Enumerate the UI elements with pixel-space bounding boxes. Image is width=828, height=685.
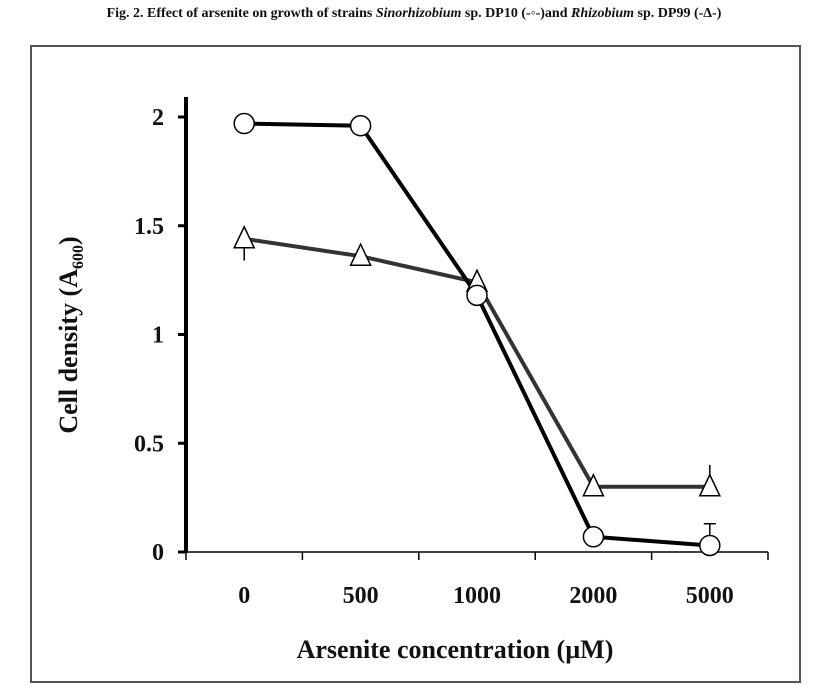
x-axis-title: Arsenite concentration (µM) bbox=[297, 635, 614, 664]
caption-species-1: Sinorhizobium bbox=[375, 6, 462, 21]
data-point-triangle bbox=[582, 473, 605, 497]
data-point-triangle bbox=[349, 242, 372, 266]
x-tick-label: 2000 bbox=[569, 583, 617, 609]
y-axis-title-subscript: 600 bbox=[70, 245, 87, 269]
y-tick-label: 0 bbox=[152, 540, 164, 566]
figure-frame bbox=[30, 45, 801, 683]
x-tick-label: 5000 bbox=[686, 583, 734, 609]
figure-caption: Fig. 2. Effect of arsenite on growth of … bbox=[0, 6, 828, 22]
data-point-circle bbox=[233, 112, 255, 135]
data-point-circle bbox=[349, 114, 372, 137]
y-tick-label: 2 bbox=[152, 105, 164, 131]
x-tick-label: 1000 bbox=[453, 583, 501, 609]
y-axis-title-main: Cell density (A bbox=[54, 269, 83, 434]
caption-species-2: Rhizobium bbox=[571, 6, 635, 21]
series-layer bbox=[233, 112, 721, 557]
y-tick-label: 1 bbox=[152, 323, 164, 349]
series-line-dp10 bbox=[244, 121, 710, 548]
caption-text: Fig. 2. Effect of arsenite on growth of … bbox=[106, 6, 376, 21]
data-point-triangle bbox=[233, 225, 256, 249]
y-axis-title: Cell density (A600) bbox=[54, 236, 87, 433]
data-point-circle bbox=[582, 526, 605, 548]
data-point-triangle bbox=[698, 473, 721, 497]
axes: 0 0.5 1 1.5 2 0 500 1000 2000 5000 bbox=[134, 97, 769, 609]
y-axis-title-end: ) bbox=[54, 236, 83, 245]
y-tick-label: 0.5 bbox=[134, 431, 164, 457]
caption-text-3: sp. DP99 (-Δ-) bbox=[634, 6, 722, 21]
caption-text-2: sp. DP10 (-◦-)and bbox=[461, 6, 572, 21]
data-point-circle bbox=[699, 534, 721, 557]
y-tick-label: 1.5 bbox=[134, 214, 164, 240]
x-tick-label: 500 bbox=[343, 583, 379, 609]
x-tick-label: 0 bbox=[238, 583, 250, 609]
data-point-circle bbox=[466, 284, 488, 307]
